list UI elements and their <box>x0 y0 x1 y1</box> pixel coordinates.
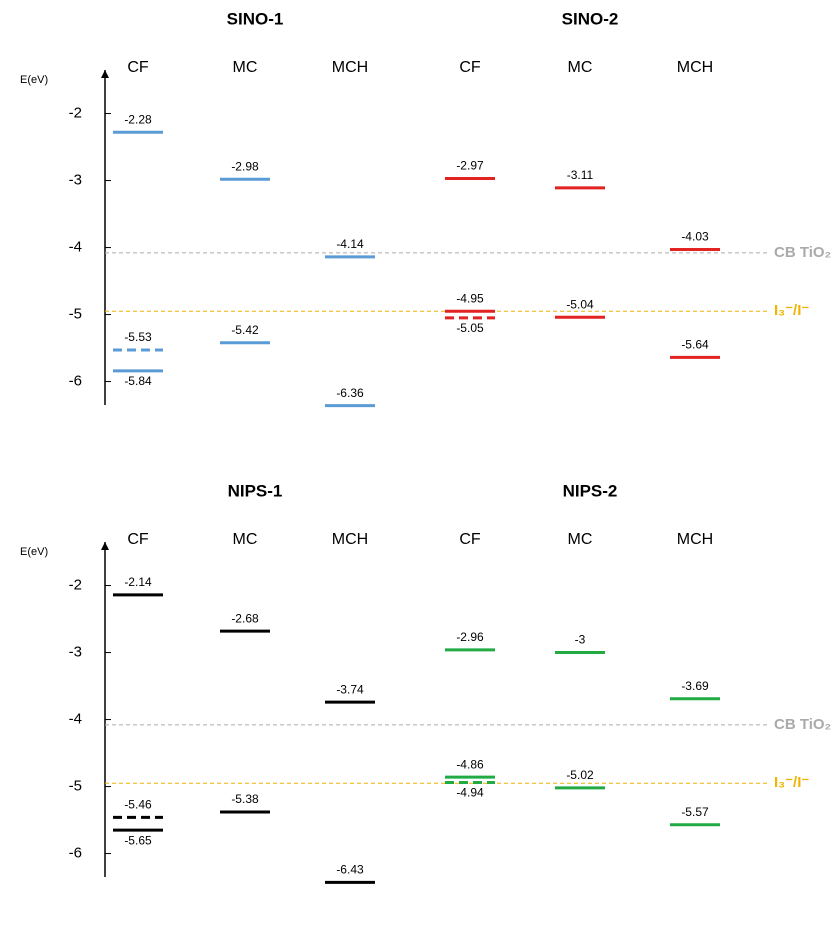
level-label: -3.74 <box>336 682 364 696</box>
series-title: SINO-1 <box>227 9 284 28</box>
y-tick-label: -5 <box>69 306 82 323</box>
level-label: -4.94 <box>456 786 484 800</box>
level-label: -5.84 <box>124 374 152 388</box>
column-header: MCH <box>332 59 368 76</box>
level-label: -3.11 <box>567 168 594 182</box>
level-label: -2.68 <box>231 611 259 625</box>
column-header: CF <box>127 59 149 76</box>
level-label: -5.04 <box>566 297 594 311</box>
level-label: -5.46 <box>124 798 152 812</box>
y-tick-label: -2 <box>69 577 82 594</box>
level-label: -5.53 <box>124 330 152 344</box>
y-tick-label: -2 <box>69 105 82 122</box>
level-label: -4.03 <box>681 230 709 244</box>
column-header: CF <box>127 531 149 548</box>
level-label: -5.02 <box>566 768 594 782</box>
level-label: -5.65 <box>124 833 152 847</box>
column-header: MC <box>568 531 593 548</box>
panel: E(eV) -2 -3 -4 -5 -6 CB TiO₂ I₃⁻/I⁻ NIPS-1 CF -2.1… <box>20 481 831 882</box>
y-axis-label: E(eV) <box>20 546 48 558</box>
level-label: -4.14 <box>336 237 364 251</box>
level-label: -2.98 <box>231 159 259 173</box>
series-title: SINO-2 <box>562 9 619 28</box>
level-label: -5.42 <box>231 323 259 337</box>
level-label: -3 <box>575 633 586 647</box>
y-tick-label: -5 <box>69 778 82 795</box>
level-label: -2.14 <box>124 575 152 589</box>
reference-label: CB TiO₂ <box>774 244 831 261</box>
axis-arrow <box>101 70 109 78</box>
column-header: MC <box>233 59 258 76</box>
y-tick-label: -6 <box>69 845 82 862</box>
level-label: -6.43 <box>336 863 364 877</box>
y-tick-label: -3 <box>69 644 82 661</box>
level-label: -5.64 <box>681 338 709 352</box>
level-label: -2.28 <box>124 112 152 126</box>
level-label: -2.97 <box>456 159 484 173</box>
figure: E(eV) -2 -3 -4 -5 -6 CB TiO₂ I₃⁻/I⁻ SINO-1 CF -2.2… <box>0 0 838 932</box>
y-tick-label: -4 <box>69 711 82 728</box>
axis-arrow <box>101 542 109 550</box>
reference-label: I₃⁻/I⁻ <box>774 302 809 319</box>
reference-label: I₃⁻/I⁻ <box>774 774 809 791</box>
level-label: -3.69 <box>681 679 709 693</box>
level-label: -6.36 <box>336 386 364 400</box>
column-header: MCH <box>677 59 713 76</box>
y-tick-label: -6 <box>69 373 82 390</box>
panel: E(eV) -2 -3 -4 -5 -6 CB TiO₂ I₃⁻/I⁻ SINO-1 CF -2.2… <box>20 9 831 405</box>
column-header: MCH <box>677 531 713 548</box>
level-label: -4.86 <box>456 757 484 771</box>
y-tick-label: -4 <box>69 239 82 256</box>
y-tick-label: -3 <box>69 172 82 189</box>
column-header: MC <box>568 59 593 76</box>
level-label: -5.38 <box>231 792 259 806</box>
column-header: CF <box>459 531 481 548</box>
column-header: MCH <box>332 531 368 548</box>
reference-label: CB TiO₂ <box>774 716 831 733</box>
level-label: -2.96 <box>456 630 484 644</box>
y-axis-label: E(eV) <box>20 74 48 86</box>
series-title: NIPS-1 <box>228 481 283 500</box>
column-header: MC <box>233 531 258 548</box>
level-label: -5.05 <box>456 321 484 335</box>
column-header: CF <box>459 59 481 76</box>
series-title: NIPS-2 <box>563 481 618 500</box>
level-label: -5.57 <box>681 805 709 819</box>
level-label: -4.95 <box>456 291 484 305</box>
